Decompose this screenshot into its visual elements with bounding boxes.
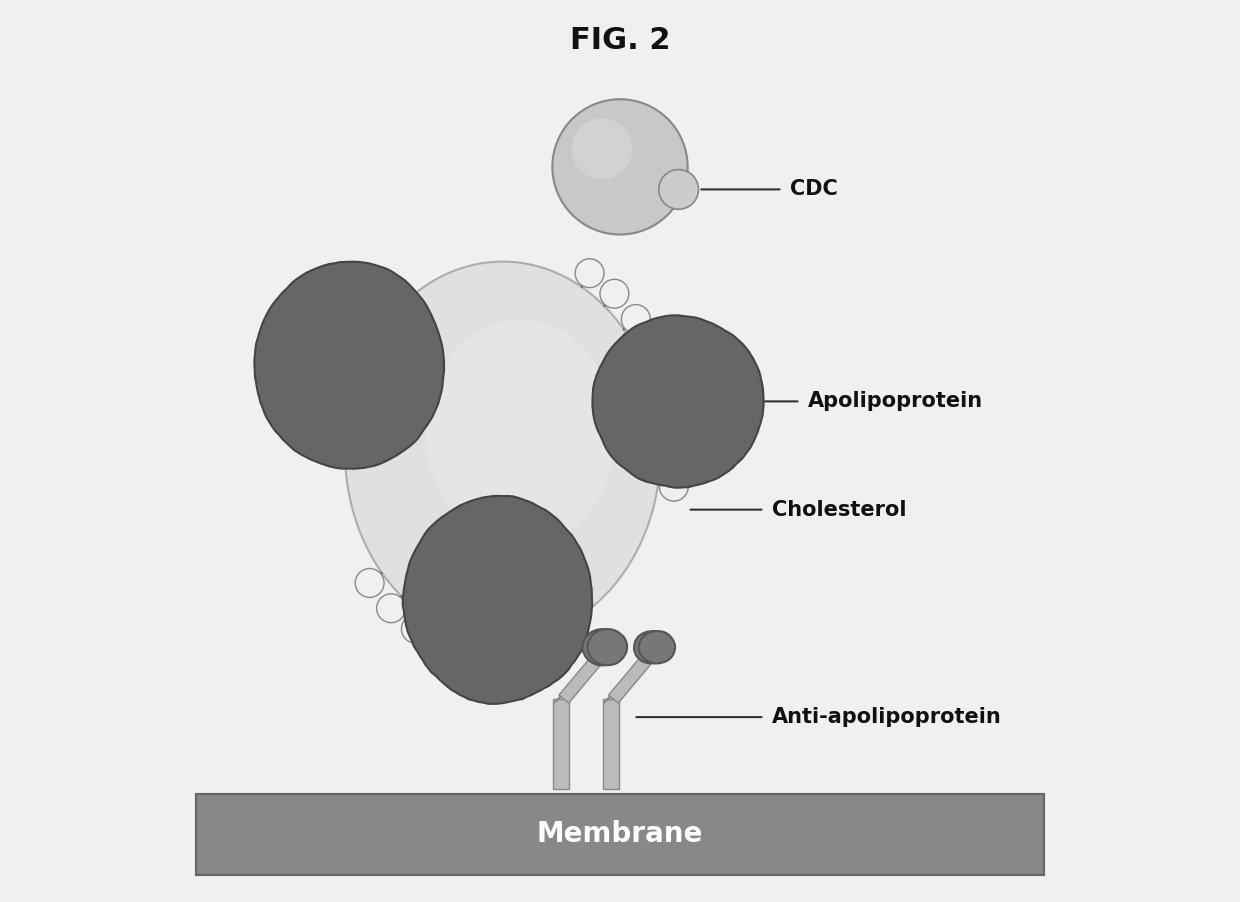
Circle shape bbox=[660, 473, 688, 502]
Polygon shape bbox=[554, 643, 608, 703]
Polygon shape bbox=[583, 630, 622, 666]
Circle shape bbox=[639, 334, 667, 363]
Polygon shape bbox=[559, 643, 613, 703]
Text: Cholesterol: Cholesterol bbox=[771, 500, 906, 520]
Circle shape bbox=[621, 305, 650, 334]
Circle shape bbox=[651, 366, 681, 395]
Text: Anti-apolipoprotein: Anti-apolipoprotein bbox=[771, 707, 1001, 727]
Ellipse shape bbox=[345, 262, 661, 640]
Polygon shape bbox=[604, 643, 657, 703]
Polygon shape bbox=[403, 496, 593, 704]
Circle shape bbox=[662, 437, 691, 465]
Text: Apolipoprotein: Apolipoprotein bbox=[807, 391, 983, 411]
Circle shape bbox=[660, 400, 688, 429]
Text: Membrane: Membrane bbox=[537, 820, 703, 849]
Circle shape bbox=[572, 118, 632, 179]
Circle shape bbox=[377, 594, 405, 622]
Text: CDC: CDC bbox=[790, 179, 837, 199]
Circle shape bbox=[658, 170, 698, 209]
Circle shape bbox=[552, 99, 688, 235]
Circle shape bbox=[402, 614, 430, 643]
Polygon shape bbox=[553, 699, 569, 789]
Bar bbox=[196, 794, 1044, 875]
Polygon shape bbox=[609, 643, 662, 703]
Polygon shape bbox=[593, 316, 764, 488]
Polygon shape bbox=[639, 631, 675, 663]
Polygon shape bbox=[588, 629, 627, 665]
Circle shape bbox=[600, 280, 629, 308]
Text: FIG. 2: FIG. 2 bbox=[569, 26, 671, 55]
Circle shape bbox=[575, 259, 604, 288]
Ellipse shape bbox=[427, 319, 615, 547]
Polygon shape bbox=[634, 631, 671, 663]
Polygon shape bbox=[254, 262, 444, 469]
Circle shape bbox=[355, 568, 384, 597]
Polygon shape bbox=[603, 699, 619, 789]
